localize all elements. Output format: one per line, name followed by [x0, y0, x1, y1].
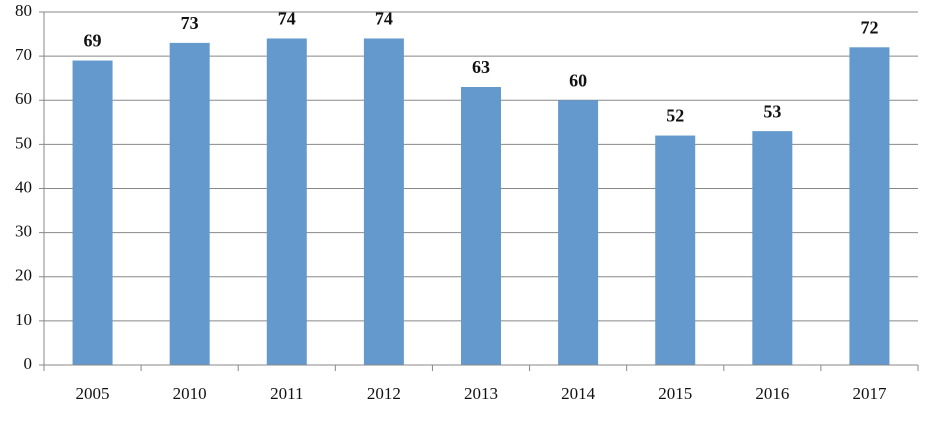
- x-tick-label: 2012: [367, 384, 401, 403]
- value-label: 63: [472, 57, 490, 77]
- x-tick-label: 2010: [173, 384, 207, 403]
- value-label: 52: [666, 106, 684, 126]
- y-tick-label: 0: [24, 354, 33, 373]
- bar: [849, 47, 890, 366]
- y-tick-label: 10: [15, 310, 32, 329]
- bar: [72, 60, 113, 365]
- x-tick-label: 2011: [270, 384, 303, 403]
- bar: [169, 42, 210, 365]
- y-tick-label: 40: [15, 177, 32, 196]
- y-tick-label: 60: [15, 89, 32, 108]
- value-label: 53: [763, 101, 781, 121]
- x-tick-label: 2014: [561, 384, 596, 403]
- value-label: 74: [375, 9, 393, 29]
- bar: [558, 100, 599, 365]
- y-tick-label: 80: [15, 1, 32, 20]
- bar: [266, 38, 307, 365]
- value-label: 69: [84, 31, 102, 51]
- y-tick-label: 50: [15, 133, 32, 152]
- y-tick-label: 70: [15, 45, 32, 64]
- x-tick-label: 2013: [464, 384, 498, 403]
- x-tick-label: 2016: [755, 384, 789, 403]
- x-tick-label: 2015: [658, 384, 692, 403]
- x-tick-label: 2017: [852, 384, 887, 403]
- bar: [655, 135, 696, 365]
- bar: [752, 131, 793, 365]
- value-label: 73: [181, 13, 199, 33]
- value-label: 74: [278, 9, 296, 29]
- x-tick-label: 2005: [76, 384, 110, 403]
- y-tick-label: 30: [15, 222, 32, 241]
- value-label: 60: [569, 70, 587, 90]
- y-tick-label: 20: [15, 266, 32, 285]
- value-label: 72: [860, 17, 878, 37]
- bar: [461, 87, 501, 365]
- bar: [363, 38, 404, 365]
